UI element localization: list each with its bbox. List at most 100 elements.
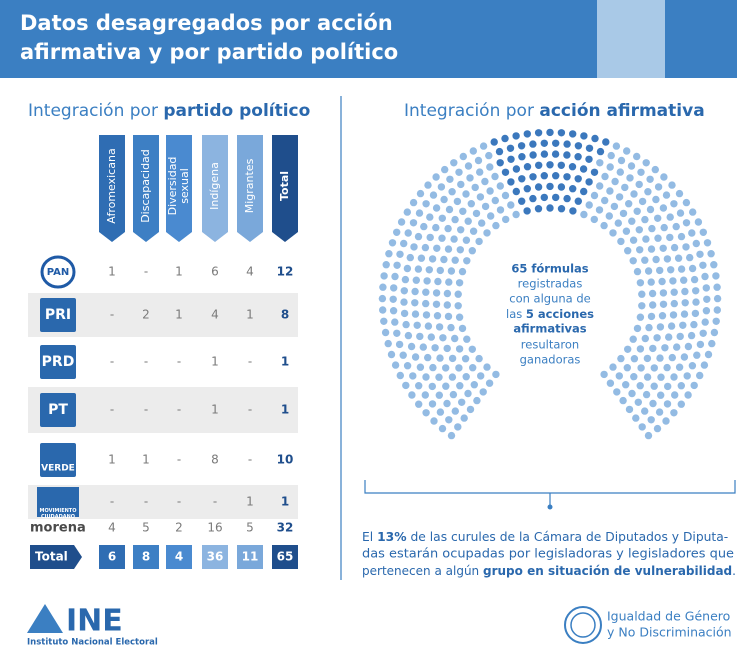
seat-dot xyxy=(450,159,458,167)
text: 13% xyxy=(377,530,406,544)
table-cell: - xyxy=(144,403,148,417)
seat-dot xyxy=(657,391,665,399)
seat-dot xyxy=(646,175,654,183)
seat-dot xyxy=(454,423,462,431)
seat-dot xyxy=(409,198,418,207)
seat-dot xyxy=(606,163,614,171)
seat-dot xyxy=(460,414,468,422)
seat-dot xyxy=(701,318,709,326)
seat-dot xyxy=(712,272,720,280)
seat-dot xyxy=(518,153,526,161)
seat-dot xyxy=(701,272,709,281)
seat-dot xyxy=(416,189,425,198)
seat-dot xyxy=(699,228,707,236)
seat-dot xyxy=(432,289,441,297)
seat-dot xyxy=(486,187,494,195)
table-cell: 2 xyxy=(175,521,183,535)
seat-dot xyxy=(673,343,681,351)
seat-dot xyxy=(642,235,650,243)
table-cell: 1 xyxy=(211,403,219,417)
table-cell: 1 xyxy=(108,265,116,279)
seat-dot xyxy=(615,193,624,201)
seat-dot xyxy=(393,261,401,269)
seat-dot xyxy=(455,168,463,176)
table-cell: 1 xyxy=(246,308,254,322)
seat-dot xyxy=(448,373,457,381)
seat-dot xyxy=(422,373,430,381)
seat-dot xyxy=(646,205,655,214)
seat-dot xyxy=(463,335,471,343)
seat-dot xyxy=(446,175,454,183)
column-header: Total xyxy=(278,171,291,201)
table-cell: - xyxy=(248,355,252,369)
seat-dot xyxy=(455,364,463,372)
seat-dot xyxy=(540,193,548,202)
section-title: Integración por partido político xyxy=(28,101,310,121)
seat-dot xyxy=(602,138,610,146)
seat-dot xyxy=(656,323,665,331)
column-header: Discapacidad xyxy=(139,149,152,223)
table-cell: 2 xyxy=(142,308,150,322)
seat-dot xyxy=(692,287,700,295)
seat-dot xyxy=(461,355,470,363)
seat-dot xyxy=(400,239,408,248)
seat-dot xyxy=(540,172,548,180)
header-title: afirmativa y por partido político xyxy=(20,40,398,64)
footer-text: El 13% de las curules de la Cámara de Di… xyxy=(362,530,736,578)
seat-dot xyxy=(590,168,599,176)
seat-dot xyxy=(650,382,658,390)
table-cell: 1 xyxy=(281,355,289,369)
seat-dot xyxy=(424,181,432,189)
seat-dot xyxy=(699,261,707,269)
seat-dot xyxy=(557,205,566,213)
table-cell: 1 xyxy=(211,355,219,369)
seat-dot xyxy=(644,267,653,275)
seat-dot xyxy=(481,202,490,211)
party-logo xyxy=(40,298,76,332)
seat-dot xyxy=(563,173,571,181)
text: de las curules de la Cámara de Diputados… xyxy=(410,530,728,544)
total-label-bg xyxy=(30,545,82,569)
seat-dot xyxy=(627,162,636,170)
seat-dot xyxy=(665,333,673,341)
total-cell-bg xyxy=(166,545,192,569)
seat-dot xyxy=(694,218,703,226)
seat-dot xyxy=(617,354,625,363)
seat-dot xyxy=(406,253,414,262)
seat-dot xyxy=(643,354,652,363)
seat-dot xyxy=(638,302,646,310)
seat-dot xyxy=(580,187,588,196)
table-cell: - xyxy=(110,308,114,322)
seat-dot xyxy=(444,312,453,321)
seat-dot xyxy=(700,361,709,369)
text: las 5 acciones xyxy=(506,307,594,321)
seat-dot xyxy=(404,229,412,237)
seat-dot xyxy=(633,324,642,333)
seat-dot xyxy=(596,147,605,156)
seat-dot xyxy=(628,389,636,398)
seat-dot xyxy=(422,299,430,308)
seat-dot xyxy=(574,175,582,183)
seat-dot xyxy=(552,172,560,180)
seat-dot xyxy=(396,371,404,380)
seat-dot xyxy=(447,323,455,332)
seat-dot xyxy=(442,382,450,390)
seat-dot xyxy=(436,408,445,416)
party-label-part: CIUDADANO xyxy=(41,514,75,520)
table-cell: 12 xyxy=(277,265,294,279)
seat-dot xyxy=(456,382,464,390)
seat-dot xyxy=(601,196,609,205)
text: das estarán ocupadas por legisladoras y … xyxy=(362,547,734,561)
seat-dot xyxy=(552,139,560,147)
seat-dot xyxy=(684,391,692,399)
seat-dot xyxy=(430,417,438,425)
text: 5 acciones xyxy=(526,307,594,321)
seat-dot xyxy=(397,218,406,226)
seat-dot xyxy=(644,188,652,196)
seat-dot xyxy=(501,168,510,176)
seat-dot xyxy=(644,431,653,440)
seat-dot xyxy=(416,363,425,371)
seat-dot xyxy=(647,416,655,424)
seat-dot xyxy=(688,264,697,273)
